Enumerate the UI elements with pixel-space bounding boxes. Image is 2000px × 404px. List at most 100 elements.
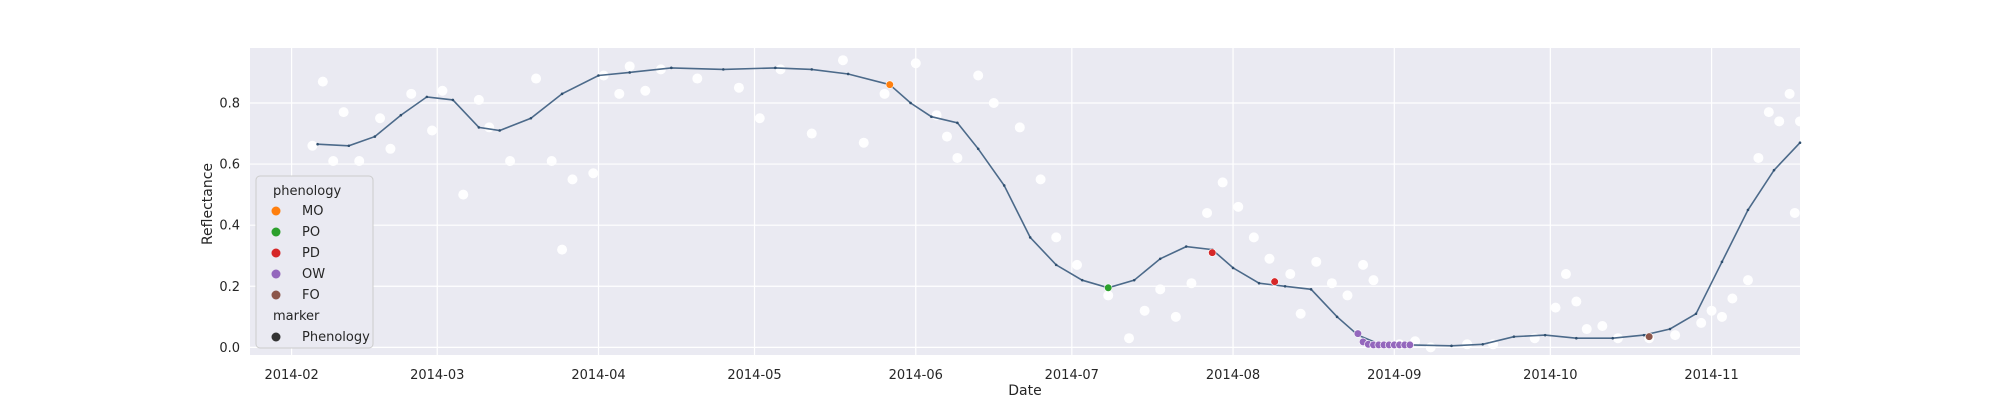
observed-point xyxy=(406,88,417,99)
smoothed-series-point xyxy=(1283,284,1287,288)
smoothed-series-point xyxy=(810,68,814,71)
x-tick-label: 2014-06 xyxy=(889,368,943,383)
y-tick-label: 0.6 xyxy=(219,158,240,173)
phenology-point-fo xyxy=(1645,332,1654,341)
observed-point xyxy=(338,107,349,118)
y-tick-label: 0.8 xyxy=(219,96,240,111)
smoothed-series-point xyxy=(1575,336,1578,340)
smoothed-series-point xyxy=(1611,336,1615,340)
legend-marker-pd xyxy=(271,248,281,258)
observed-point xyxy=(354,156,365,167)
observed-point xyxy=(1186,278,1197,289)
observed-point xyxy=(1035,174,1046,185)
smoothed-series-point xyxy=(1158,257,1162,261)
observed-point xyxy=(858,137,869,148)
smoothed-series-point xyxy=(976,147,980,151)
observed-point xyxy=(775,64,786,75)
phenology-point-ow xyxy=(1405,340,1414,350)
observed-point xyxy=(624,61,635,72)
observed-point xyxy=(546,156,557,167)
observed-point xyxy=(1716,311,1727,322)
phenology-point-pd xyxy=(1208,248,1217,257)
legend-label-mo: MO xyxy=(302,204,323,219)
observed-point xyxy=(1368,275,1379,286)
smoothed-series-point xyxy=(1694,312,1698,316)
legend-label-pd: PD xyxy=(302,246,320,261)
legend-box xyxy=(255,175,374,349)
phenology-point-ow xyxy=(1353,329,1362,338)
legend-style-title: marker xyxy=(273,309,320,324)
observed-point xyxy=(941,131,952,142)
smoothed-series-point xyxy=(1798,141,1802,144)
smoothed-series-point xyxy=(1054,263,1058,267)
y-tick-label: 0.0 xyxy=(219,341,240,356)
observed-point xyxy=(1581,324,1592,335)
observed-point xyxy=(1795,116,1805,127)
observed-point xyxy=(328,156,339,167)
phenology-points xyxy=(885,80,1654,350)
smoothed-series-point xyxy=(930,115,933,119)
smoothed-series-point xyxy=(1231,266,1235,270)
smoothed-series-point xyxy=(1543,333,1547,337)
x-tick-label: 2014-11 xyxy=(1684,368,1738,383)
observed-point xyxy=(505,156,516,167)
observed-point xyxy=(1139,305,1150,316)
smoothed-series-point xyxy=(670,66,673,70)
observed-point xyxy=(988,97,999,108)
legend-marker-mo xyxy=(271,206,281,216)
observed-point xyxy=(317,76,328,87)
y-axis-ticks: 0.0 0.2 0.4 0.6 0.8 xyxy=(219,96,240,355)
smoothed-series-point xyxy=(529,116,533,120)
smoothed-series-point xyxy=(909,101,912,105)
observed-point xyxy=(567,174,578,185)
observed-point xyxy=(952,152,963,163)
observed-point xyxy=(1696,317,1707,328)
observed-point xyxy=(1342,290,1353,301)
smoothed-series-point xyxy=(1772,168,1776,172)
legend-marker-fo xyxy=(271,290,281,300)
legend-marker-style xyxy=(271,332,281,342)
observed-point xyxy=(1763,107,1774,118)
observed-point xyxy=(1597,320,1608,331)
observed-point xyxy=(640,85,651,96)
observed-point xyxy=(1072,259,1083,270)
observed-point xyxy=(1264,253,1275,264)
smoothed-series-point xyxy=(1184,245,1188,248)
smoothed-series-point xyxy=(722,68,725,71)
smoothed-series-point xyxy=(1335,315,1339,319)
x-tick-label: 2014-05 xyxy=(727,368,781,383)
observed-point xyxy=(733,82,744,93)
smoothed-series-point xyxy=(1309,288,1313,291)
observed-point xyxy=(1742,275,1753,286)
legend-marker-po xyxy=(271,227,281,237)
smoothed-series-point xyxy=(347,144,351,148)
phenology-point-pd xyxy=(1270,277,1279,286)
smoothed-series-point xyxy=(1002,184,1006,187)
observed-point xyxy=(1326,278,1337,289)
observed-point xyxy=(531,73,542,84)
observed-point xyxy=(1311,256,1322,267)
observed-point xyxy=(1170,311,1181,322)
y-tick-label: 0.2 xyxy=(219,280,240,295)
plot-background xyxy=(250,48,1800,355)
observed-point xyxy=(1155,284,1166,295)
observed-point xyxy=(588,168,599,179)
smoothed-series-point xyxy=(1746,208,1750,212)
legend-label-style: Phenology xyxy=(302,330,370,345)
observed-point xyxy=(1295,308,1306,319)
legend-label-ow: OW xyxy=(302,267,325,282)
observed-point xyxy=(375,113,386,124)
observed-point xyxy=(473,94,484,105)
observed-point xyxy=(1358,259,1369,270)
observed-point xyxy=(973,70,984,81)
observed-point xyxy=(437,85,448,96)
smoothed-series-point xyxy=(1257,281,1261,285)
observed-point xyxy=(557,244,568,255)
observed-point xyxy=(837,55,848,66)
observed-point xyxy=(1774,116,1785,127)
smoothed-series-point xyxy=(846,72,850,76)
smoothed-series-point xyxy=(425,95,429,99)
observed-point xyxy=(307,140,318,151)
x-tick-label: 2014-10 xyxy=(1523,368,1577,383)
